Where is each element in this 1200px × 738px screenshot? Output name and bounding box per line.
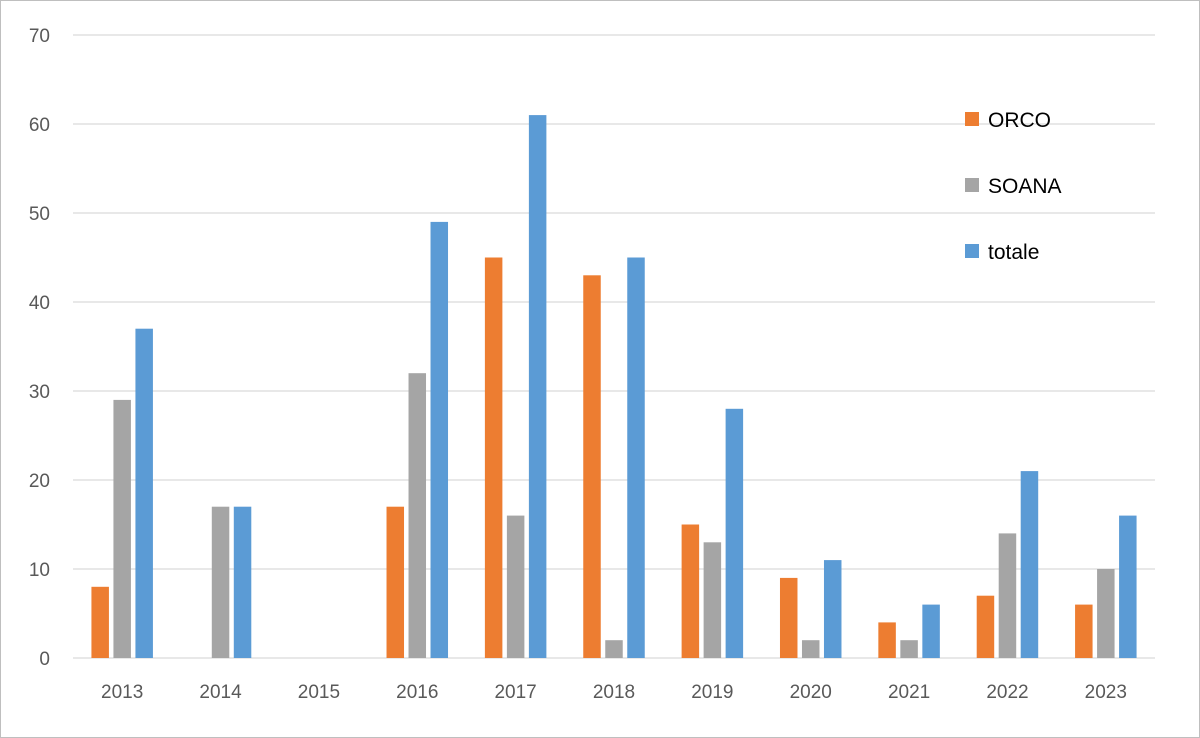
x-tick-label: 2021 [888,682,930,703]
bar-soana-2023 [1097,569,1115,658]
bar-totale-2017 [528,115,547,659]
y-tick-label: 70 [29,26,50,47]
x-tick-label: 2017 [494,682,536,703]
bar-soana-2022 [998,533,1017,658]
x-tick-label: 2022 [986,682,1028,703]
y-tick-label: 60 [29,115,50,136]
y-tick-label: 50 [29,204,50,225]
bar-soana-2018 [605,640,623,658]
bars [91,115,1137,659]
legend-swatch-orco [965,112,979,126]
x-tick-label: 2018 [593,682,635,703]
bar-soana-2014 [211,506,230,658]
x-tick-label: 2023 [1085,682,1127,703]
bar-totale-2020 [823,560,842,658]
bar-totale-2013 [135,328,153,658]
bar-orco-2020 [779,577,798,658]
bar-totale-2021 [922,604,940,658]
bar-orco-2017 [484,257,503,658]
x-tick-label: 2013 [101,682,143,703]
x-tick-label: 2015 [298,682,340,703]
bar-soana-2020 [801,640,820,658]
bar-soana-2019 [703,542,722,658]
y-tick-label: 20 [29,471,50,492]
legend-label-orco: ORCO [988,109,1051,132]
y-tick-label: 40 [29,293,50,314]
bar-orco-2013 [91,586,109,658]
bar-totale-2023 [1119,515,1137,658]
x-tick-label: 2014 [199,682,242,703]
bar-soana-2013 [113,399,131,658]
bar-orco-2018 [583,275,601,658]
x-axis: 2013 2014 2015 2016 2017 2018 2019 2020 2021 2022… [101,682,1127,703]
bar-totale-2016 [430,221,449,658]
y-axis-ticks: 0 10 20 30 40 50 60 70 [29,26,50,670]
bar-orco-2023 [1075,604,1093,658]
bar-soana-2017 [506,515,525,658]
bar-orco-2019 [681,524,700,658]
bar-totale-2022 [1020,471,1039,658]
x-tick-label: 2016 [396,682,438,703]
y-tick-label: 30 [29,382,50,403]
legend-label-totale: totale [988,241,1039,264]
legend-label-soana: SOANA [988,175,1062,198]
bar-totale-2019 [725,408,744,658]
bar-orco-2022 [976,595,995,658]
legend: ORCO SOANA totale [965,109,1062,264]
x-tick-label: 2020 [790,682,832,703]
legend-swatch-soana [965,178,979,192]
grid-lines [73,34,1155,659]
bar-totale-2018 [627,257,645,658]
y-tick-label: 10 [29,560,50,581]
bar-soana-2021 [900,640,918,658]
legend-swatch-totale [965,244,979,258]
y-tick-label: 0 [39,649,50,670]
bar-orco-2021 [878,622,896,658]
bar-totale-2014 [233,506,252,658]
x-tick-label: 2019 [691,682,733,703]
bar-soana-2016 [408,373,427,658]
bar-orco-2016 [386,506,405,658]
